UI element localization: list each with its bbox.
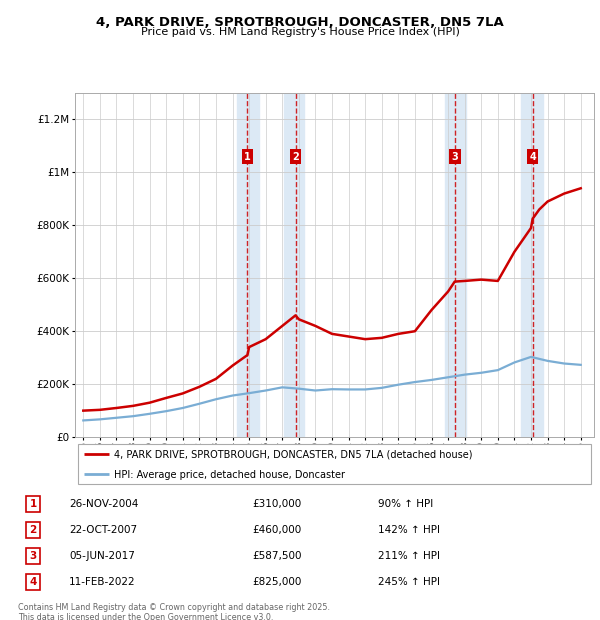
Text: 2: 2	[29, 525, 37, 535]
Text: £460,000: £460,000	[252, 525, 301, 535]
Text: £825,000: £825,000	[252, 577, 301, 587]
Text: 142% ↑ HPI: 142% ↑ HPI	[378, 525, 440, 535]
Text: 245% ↑ HPI: 245% ↑ HPI	[378, 577, 440, 587]
Text: 05-JUN-2017: 05-JUN-2017	[69, 551, 135, 561]
Text: HPI: Average price, detached house, Doncaster: HPI: Average price, detached house, Donc…	[114, 470, 345, 480]
Text: 1: 1	[244, 151, 251, 162]
Text: 211% ↑ HPI: 211% ↑ HPI	[378, 551, 440, 561]
Text: 11-FEB-2022: 11-FEB-2022	[69, 577, 136, 587]
Bar	[521, 93, 542, 437]
Text: Contains HM Land Registry data © Crown copyright and database right 2025.
This d: Contains HM Land Registry data © Crown c…	[18, 603, 330, 620]
Text: 4: 4	[529, 151, 536, 162]
Text: 3: 3	[451, 151, 458, 162]
Text: 26-NOV-2004: 26-NOV-2004	[69, 499, 139, 509]
Bar	[445, 93, 466, 437]
Text: 1: 1	[29, 499, 37, 509]
Bar	[284, 93, 304, 437]
Text: Price paid vs. HM Land Registry's House Price Index (HPI): Price paid vs. HM Land Registry's House …	[140, 27, 460, 37]
Text: 90% ↑ HPI: 90% ↑ HPI	[378, 499, 433, 509]
FancyBboxPatch shape	[77, 444, 592, 484]
Text: 4, PARK DRIVE, SPROTBROUGH, DONCASTER, DN5 7LA: 4, PARK DRIVE, SPROTBROUGH, DONCASTER, D…	[96, 16, 504, 29]
Text: 3: 3	[29, 551, 37, 561]
Text: 2: 2	[292, 151, 299, 162]
Bar	[238, 93, 259, 437]
Text: £310,000: £310,000	[252, 499, 301, 509]
Text: 4, PARK DRIVE, SPROTBROUGH, DONCASTER, DN5 7LA (detached house): 4, PARK DRIVE, SPROTBROUGH, DONCASTER, D…	[114, 450, 472, 459]
Text: 22-OCT-2007: 22-OCT-2007	[69, 525, 137, 535]
Text: 4: 4	[29, 577, 37, 587]
Text: £587,500: £587,500	[252, 551, 302, 561]
